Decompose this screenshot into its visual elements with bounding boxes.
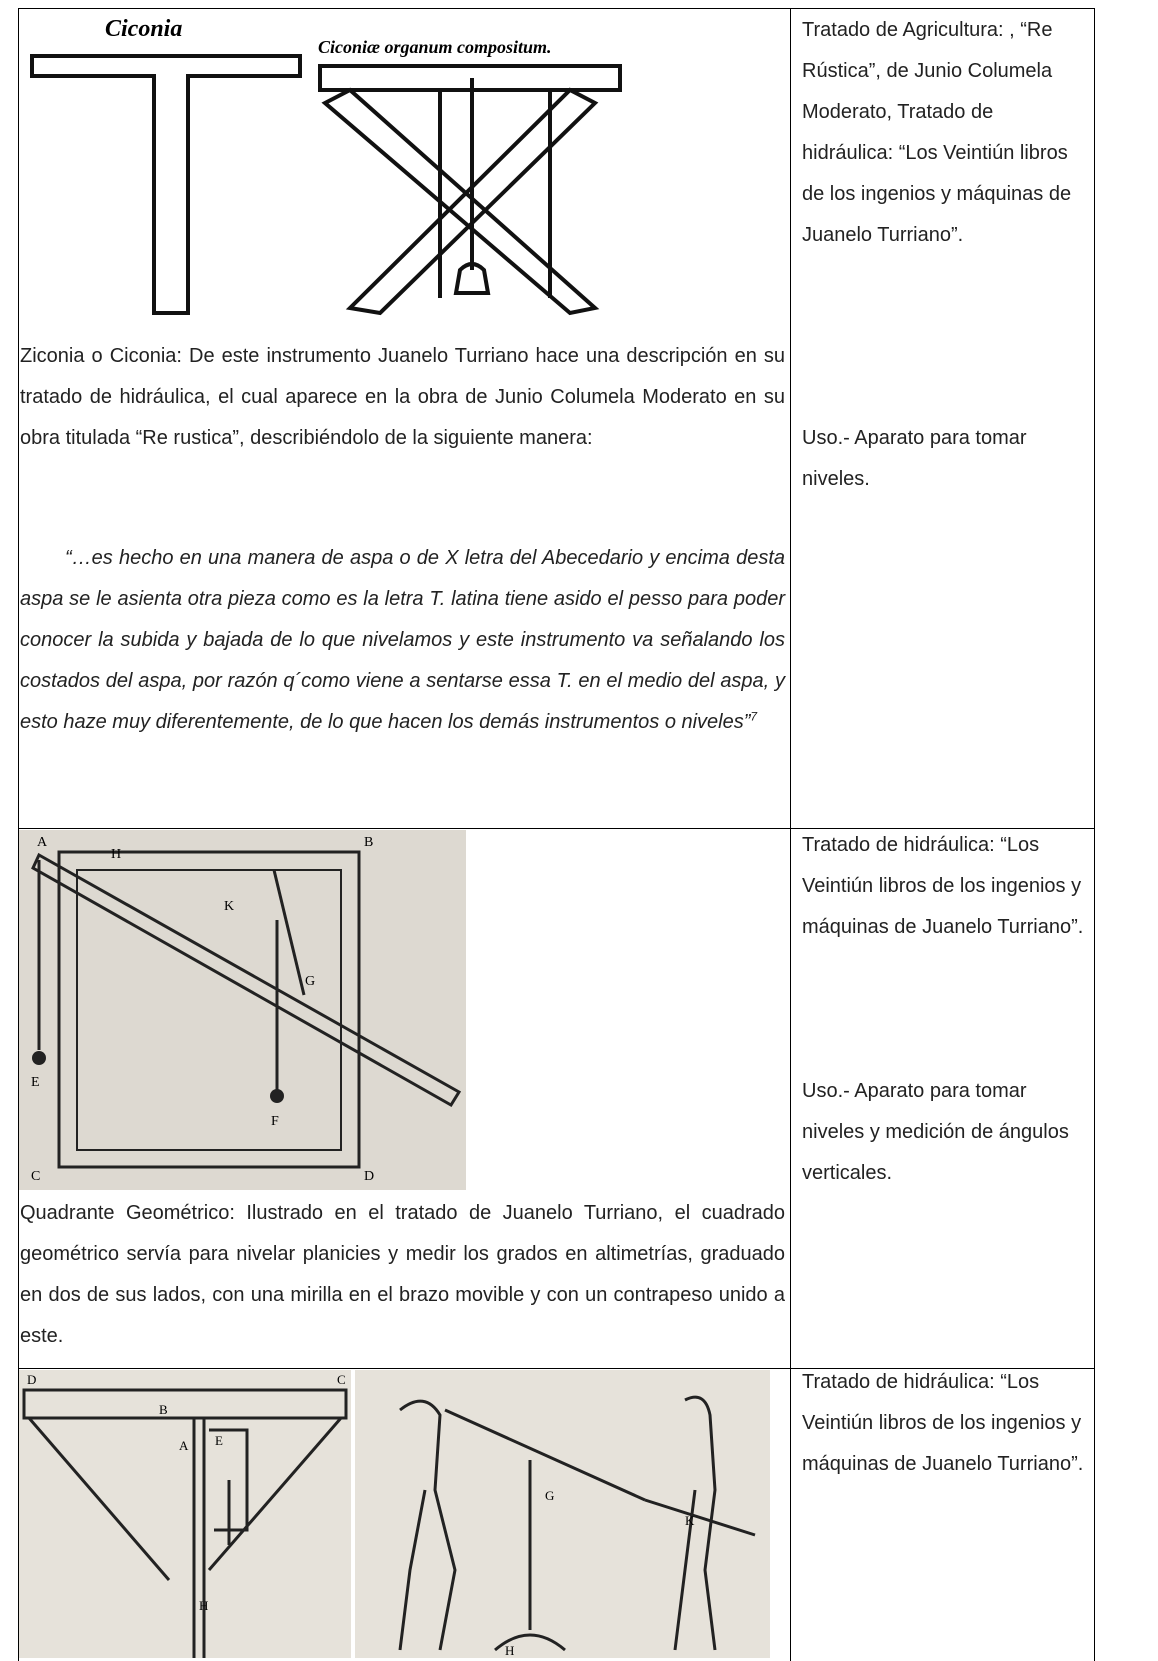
figure-label: H <box>505 1643 514 1658</box>
use: Uso.- Aparato para tomar niveles y medic… <box>802 1080 1069 1184</box>
figure-label: H <box>111 847 121 862</box>
table-border <box>1094 8 1095 1661</box>
figure-label: D <box>364 1169 374 1184</box>
figure-label: A <box>37 835 48 850</box>
source: Tratado de Agricultura: , “Re Rústica”, … <box>802 19 1072 246</box>
figure-label: Ciconiæ organum compositum. <box>318 37 552 57</box>
quadrant-figure: A B C D E F G H K <box>19 830 466 1190</box>
figure-label: E <box>31 1075 40 1090</box>
figure-label: B <box>364 835 373 850</box>
figure-label: A <box>179 1438 189 1453</box>
description: Ziconia o Ciconia: De este instrumento J… <box>20 345 785 449</box>
column-divider <box>790 8 791 1661</box>
quote: “…es hecho en una manera de aspa o de X … <box>20 538 785 743</box>
figure-label: G <box>305 974 315 989</box>
figure-label: C <box>337 1372 346 1387</box>
source: Tratado de hidráulica: “Los Veintiún lib… <box>802 834 1084 938</box>
table-border <box>18 8 1095 9</box>
row-divider <box>18 1368 1095 1369</box>
figure-label: D <box>27 1372 36 1387</box>
description: Quadrante Geométrico: Ilustrado en el tr… <box>20 1202 785 1347</box>
figure-label: Ciconia <box>105 16 182 42</box>
ciconia-figure: Ciconia Ciconiæ organum compositum. <box>30 16 622 316</box>
figure-label: G <box>545 1488 554 1503</box>
row-divider <box>18 828 1095 829</box>
quote-text: “…es hecho en una manera de aspa o de X … <box>20 547 785 733</box>
figure-label: K <box>685 1513 695 1528</box>
source: Tratado de hidráulica: “Los Veintiún lib… <box>802 1371 1084 1475</box>
table-border <box>18 8 19 1661</box>
use: Uso.- Aparato para tomar niveles. <box>802 427 1027 490</box>
figure-label: K <box>224 899 234 914</box>
footnote-ref: 7 <box>750 709 758 724</box>
figure-label: C <box>31 1169 40 1184</box>
surveyors-figure: H G K <box>355 1370 770 1658</box>
figure-label: E <box>215 1433 223 1448</box>
figure-label: H <box>199 1598 208 1613</box>
figure-label: F <box>271 1114 279 1129</box>
level-figure: D A B C E H <box>19 1370 351 1658</box>
figure-label: B <box>159 1402 168 1417</box>
